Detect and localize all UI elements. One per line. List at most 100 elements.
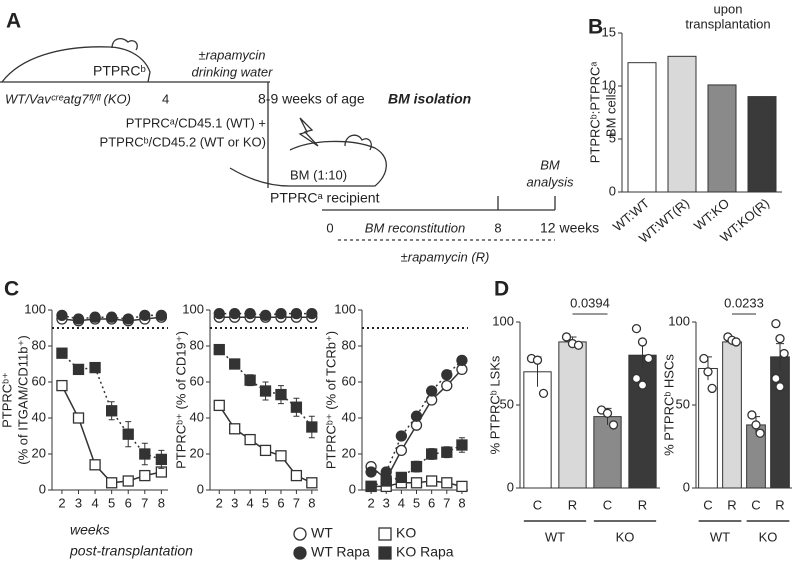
marker xyxy=(395,444,408,457)
y-tick-label: 40 xyxy=(32,409,46,424)
group-label: WT xyxy=(545,529,565,544)
marker xyxy=(259,444,272,457)
irradiation-icon xyxy=(298,117,319,147)
bar xyxy=(593,416,622,489)
annotation: transplantation xyxy=(685,16,770,31)
marker xyxy=(365,466,377,478)
y-axis-label: PTPRCᵇ:PTPRCᵃ xyxy=(587,62,602,164)
y-tick-label: 60 xyxy=(190,373,204,388)
marker xyxy=(275,307,287,320)
timeline-label: 0 xyxy=(326,220,333,235)
x-tick-label: 5 xyxy=(108,495,115,510)
isolation: BM isolation xyxy=(388,91,471,107)
y-tick-label: 15 xyxy=(602,24,616,39)
mix: PTPRCᵃ/CD45.1 (WT) + xyxy=(126,115,266,130)
y-axis-label: (% of ITGAM/CD11b⁺) xyxy=(15,335,30,464)
x-tick-label: 8 xyxy=(308,495,315,510)
marker xyxy=(410,410,423,422)
bar xyxy=(523,371,552,489)
annotation: upon xyxy=(714,1,743,16)
y-tick-label: 40 xyxy=(342,409,356,424)
y-tick-label: 100 xyxy=(334,301,356,316)
data-point xyxy=(703,367,713,377)
x-tick-label: 8 xyxy=(158,495,165,510)
y-tick-label: 50 xyxy=(500,396,514,411)
marker xyxy=(410,460,423,473)
data-point xyxy=(538,388,549,399)
x-tick-label: 6 xyxy=(428,495,435,510)
data-point xyxy=(561,332,572,342)
data-point xyxy=(771,319,781,329)
marker xyxy=(229,423,241,435)
x-tick-label: 5 xyxy=(262,495,269,510)
marker xyxy=(441,446,453,458)
data-point xyxy=(631,373,642,384)
y-tick-label: 0 xyxy=(683,479,690,494)
y-tick-label: 40 xyxy=(190,409,204,424)
ratio: BM (1:10) xyxy=(290,167,347,182)
x-axis-label: weeks xyxy=(70,522,110,538)
y-tick-label: 5 xyxy=(609,130,616,145)
marker xyxy=(426,448,438,460)
bar xyxy=(628,354,657,489)
recipient: PTPRCᵃ recipient xyxy=(270,190,380,206)
data-point xyxy=(573,340,584,350)
data-point xyxy=(631,323,642,334)
marker xyxy=(89,459,101,471)
x-tick-label: 3 xyxy=(231,495,238,510)
y-axis-label: % PTPRCᵇ HSCs xyxy=(661,354,676,456)
x-tick-label: C xyxy=(751,497,760,512)
bar xyxy=(707,84,737,193)
marker xyxy=(380,475,392,487)
group-label: KO xyxy=(759,529,778,544)
y-tick-label: 0 xyxy=(609,183,616,198)
legend-label: KO Rapa xyxy=(396,544,454,560)
data-point xyxy=(771,373,781,384)
p-value: 0.0233 xyxy=(724,295,764,310)
y-tick-label: 80 xyxy=(190,337,204,352)
y-tick-label: 60 xyxy=(32,373,46,388)
legend-label: WT Rapa xyxy=(311,544,370,560)
x-tick-label: 4 xyxy=(398,495,405,510)
marker xyxy=(441,477,453,489)
x-tick-label: C xyxy=(533,497,542,512)
timeline-label: 12 weeks xyxy=(540,220,599,236)
marker xyxy=(441,369,453,381)
y-tick-label: 100 xyxy=(24,301,46,316)
y-tick-label: 20 xyxy=(190,445,204,460)
x-tick-label: 2 xyxy=(216,495,223,510)
marker xyxy=(122,428,134,440)
marker xyxy=(122,475,134,487)
legend-marker xyxy=(378,527,392,541)
data-point xyxy=(699,353,709,364)
marker xyxy=(213,399,225,412)
y-tick-label: 20 xyxy=(342,445,356,460)
marker xyxy=(306,307,318,320)
marker xyxy=(275,388,287,401)
y-tick-label: 60 xyxy=(342,373,356,388)
data-point xyxy=(779,348,789,359)
marker xyxy=(56,347,68,359)
marker xyxy=(259,385,272,397)
y-tick-label: 100 xyxy=(492,313,514,328)
marker xyxy=(106,477,118,489)
x-tick-label: R xyxy=(638,497,647,512)
marker xyxy=(306,421,318,433)
bar xyxy=(627,62,657,193)
mouse-ear xyxy=(111,37,138,51)
data-point xyxy=(707,383,717,394)
treatment: ±rapamycin xyxy=(198,47,265,62)
y-tick-label: 50 xyxy=(676,396,690,411)
y-tick-label: 100 xyxy=(668,313,690,328)
marker xyxy=(426,475,438,487)
marker xyxy=(139,309,151,322)
donor-genotype: WT/Vavᶜʳᵉatg7ᶠˡ/ᶠˡ (KO) xyxy=(5,91,131,106)
x-tick-label: 3 xyxy=(75,495,82,510)
analysis: BM xyxy=(540,157,560,172)
marker xyxy=(72,313,85,325)
bar xyxy=(558,341,587,489)
y-axis-label: PTPRCᵇ⁺ (% of TCRb⁺) xyxy=(323,331,338,469)
marker xyxy=(259,309,272,322)
marker xyxy=(72,412,85,424)
marker xyxy=(213,307,225,320)
